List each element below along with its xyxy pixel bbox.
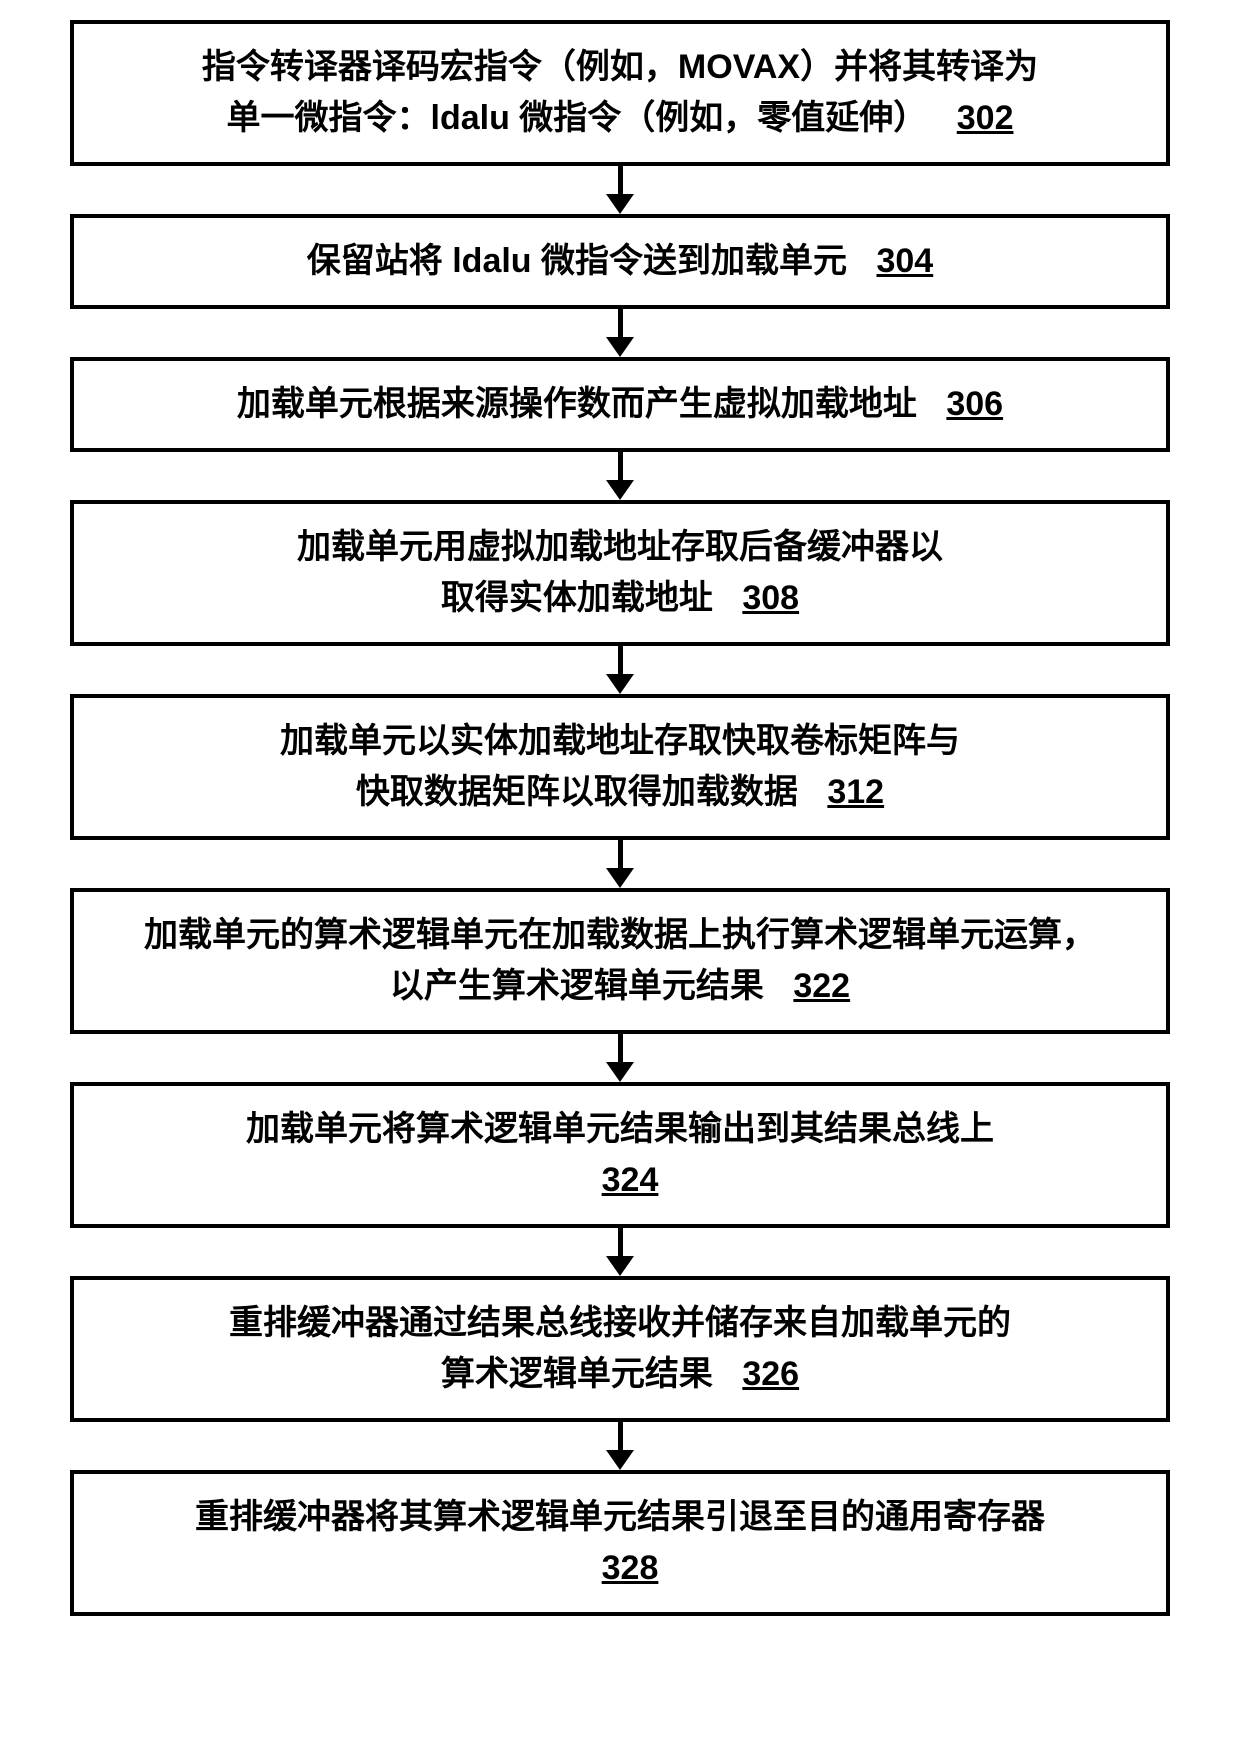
step-number: 326 [742,1355,799,1393]
step-number: 322 [793,967,850,1005]
step-text-line2: 算术逻辑单元结果 326 [104,1349,1136,1400]
arrow-icon [606,646,634,694]
step-text-line2: 取得实体加载地址 308 [104,573,1136,624]
step-box-326: 重排缓冲器通过结果总线接收并储存来自加载单元的 算术逻辑单元结果 326 [70,1276,1170,1422]
step-text-line1: 保留站将 ldalu 微指令送到加载单元 [307,242,847,280]
step-box-302: 指令转译器译码宏指令（例如，MOVAX）并将其转译为 单一微指令：ldalu 微… [70,20,1170,166]
arrow-icon [606,309,634,357]
step-text-line1: 重排缓冲器将其算术逻辑单元结果引退至目的通用寄存器 [104,1492,1136,1543]
arrow-icon [606,1228,634,1276]
step-text-line1: 指令转译器译码宏指令（例如，MOVAX）并将其转译为 [104,42,1136,93]
arrow-icon [606,840,634,888]
flowchart-container: 指令转译器译码宏指令（例如，MOVAX）并将其转译为 单一微指令：ldalu 微… [60,20,1180,1616]
step-text-line2: 324 [104,1155,1136,1206]
arrow-icon [606,1034,634,1082]
arrow-icon [606,1422,634,1470]
step-box-306: 加载单元根据来源操作数而产生虚拟加载地址 306 [70,357,1170,452]
step-text-line2: 快取数据矩阵以取得加载数据 312 [104,767,1136,818]
step-number: 328 [602,1549,659,1587]
step-box-304: 保留站将 ldalu 微指令送到加载单元 304 [70,214,1170,309]
step-number: 312 [827,773,884,811]
arrow-icon [606,166,634,214]
step-text-line1: 加载单元以实体加载地址存取快取卷标矩阵与 [104,716,1136,767]
step-text-line1: 加载单元用虚拟加载地址存取后备缓冲器以 [104,522,1136,573]
step-text-line1: 重排缓冲器通过结果总线接收并储存来自加载单元的 [104,1298,1136,1349]
step-number: 302 [957,99,1014,137]
step-text-line2: 以产生算术逻辑单元结果 322 [104,961,1136,1012]
step-text-line2: 328 [104,1543,1136,1594]
step-box-328: 重排缓冲器将其算术逻辑单元结果引退至目的通用寄存器 328 [70,1470,1170,1616]
step-box-324: 加载单元将算术逻辑单元结果输出到其结果总线上 324 [70,1082,1170,1228]
step-number: 308 [742,579,799,617]
step-box-312: 加载单元以实体加载地址存取快取卷标矩阵与 快取数据矩阵以取得加载数据 312 [70,694,1170,840]
step-text-line1: 加载单元根据来源操作数而产生虚拟加载地址 [237,385,917,423]
step-text-line1: 加载单元的算术逻辑单元在加载数据上执行算术逻辑单元运算， [104,910,1136,961]
step-box-322: 加载单元的算术逻辑单元在加载数据上执行算术逻辑单元运算， 以产生算术逻辑单元结果… [70,888,1170,1034]
step-number: 306 [946,385,1003,423]
step-number: 304 [876,242,933,280]
step-text-line2: 单一微指令：ldalu 微指令（例如，零值延伸） 302 [104,93,1136,144]
step-text-line1: 加载单元将算术逻辑单元结果输出到其结果总线上 [104,1104,1136,1155]
arrow-icon [606,452,634,500]
step-number: 324 [602,1161,659,1199]
step-box-308: 加载单元用虚拟加载地址存取后备缓冲器以 取得实体加载地址 308 [70,500,1170,646]
